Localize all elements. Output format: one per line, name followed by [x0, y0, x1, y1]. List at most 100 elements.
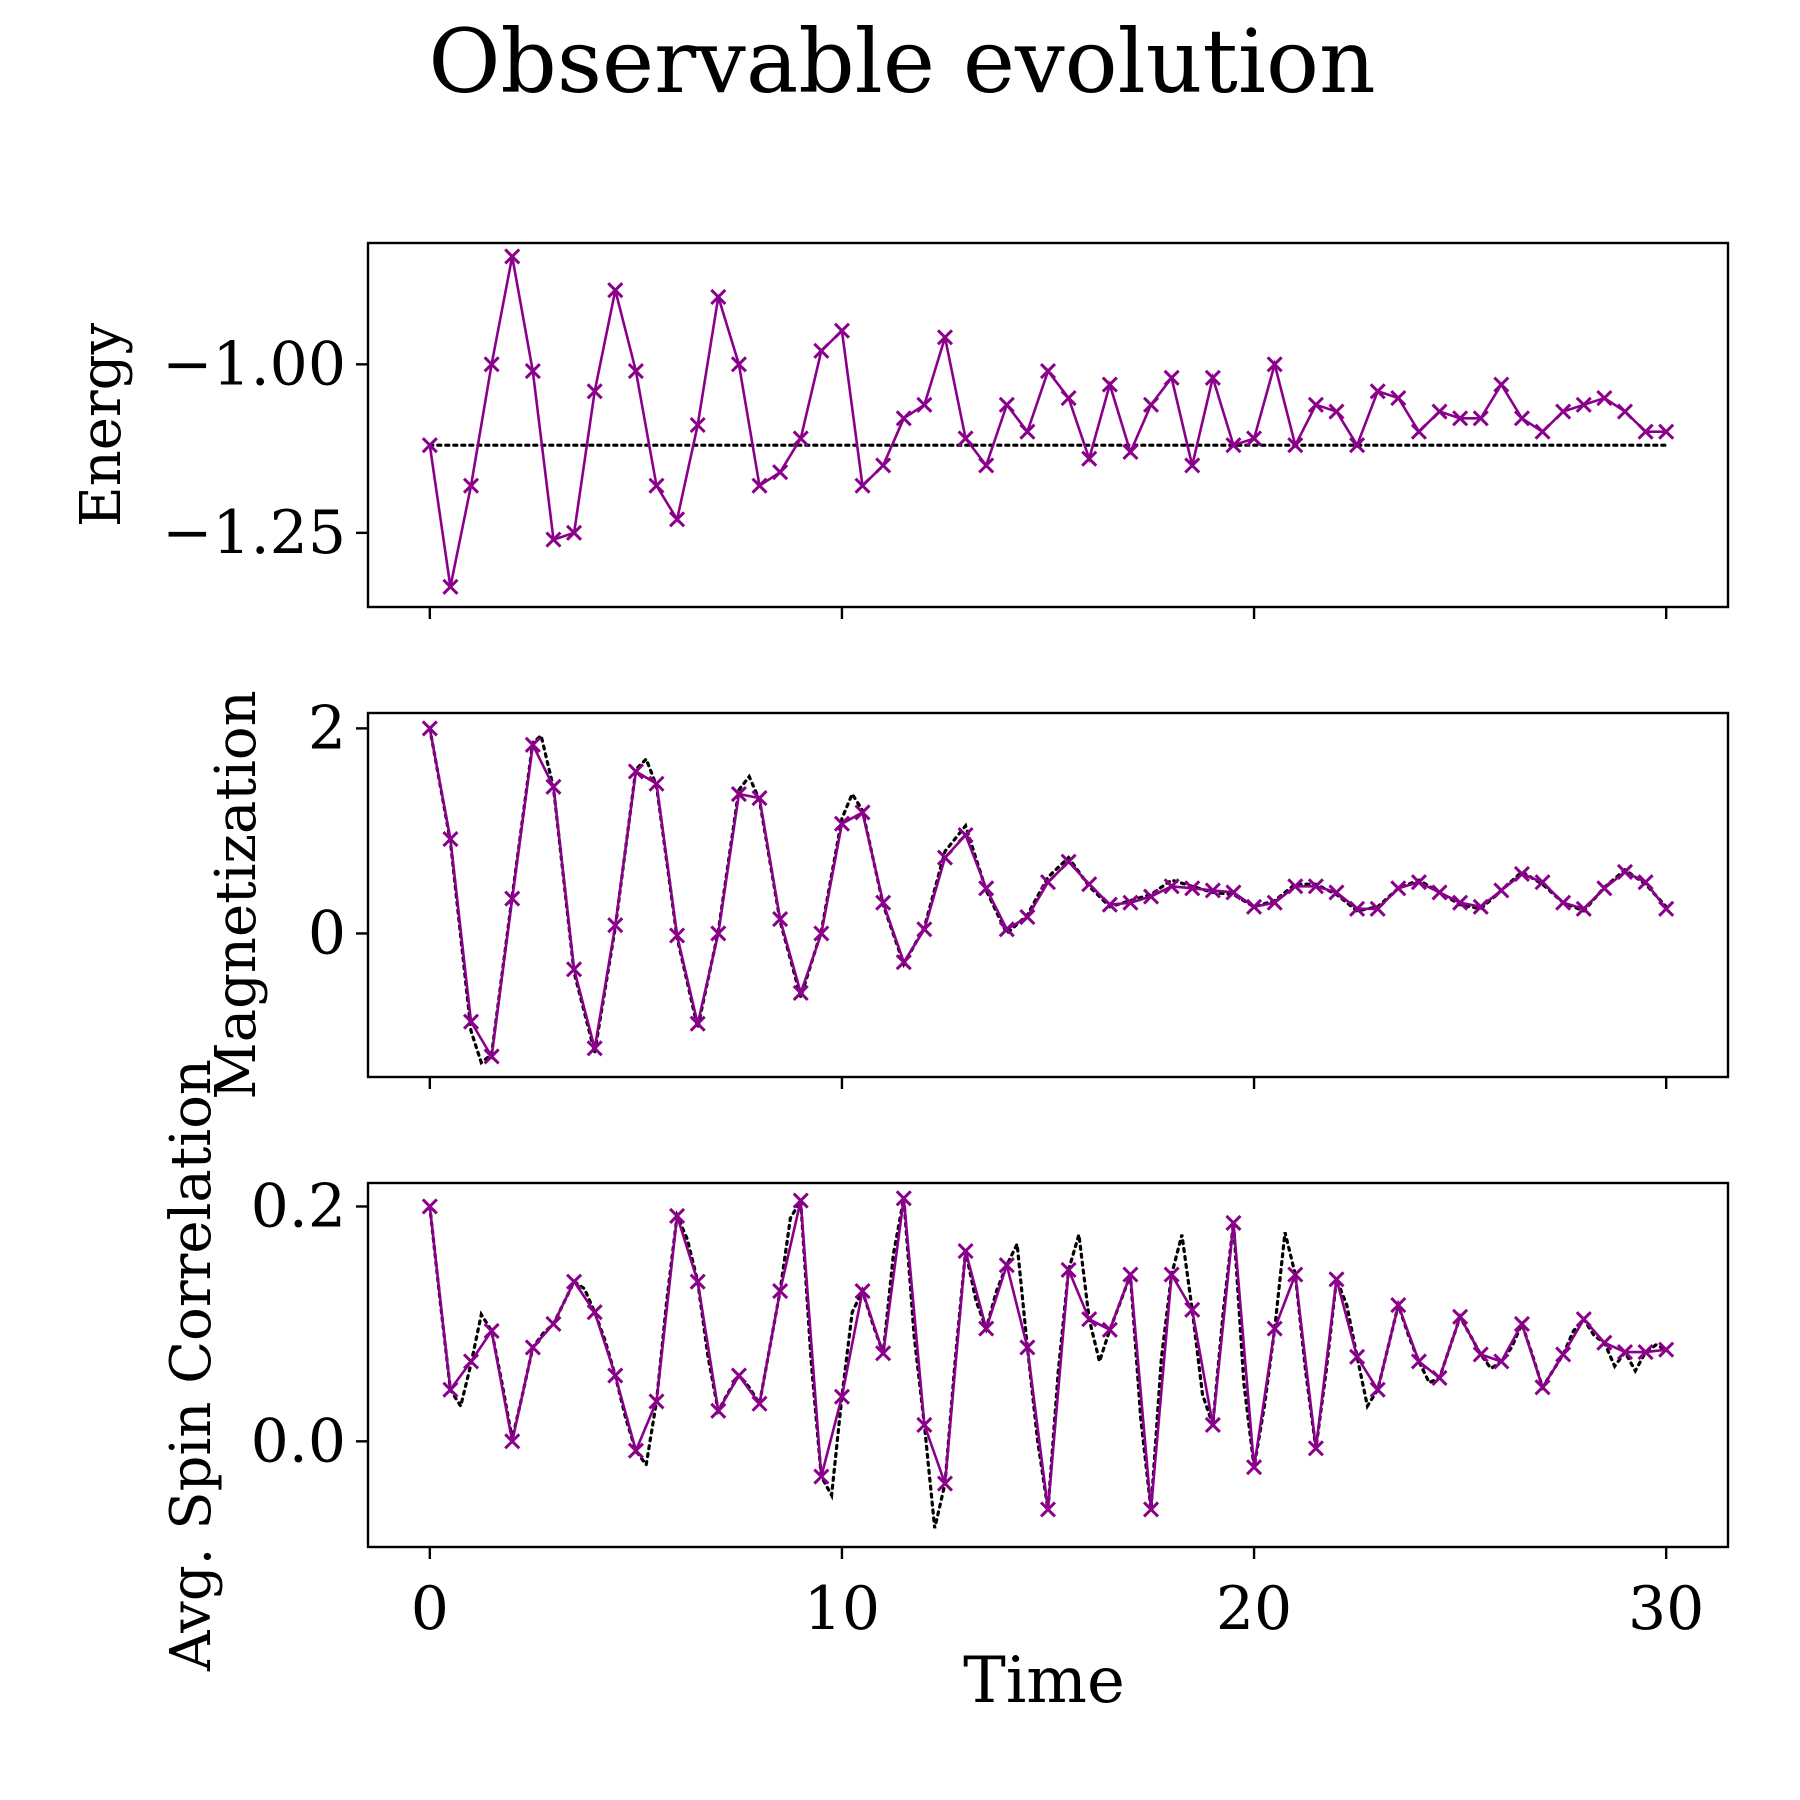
data-point [504, 1433, 521, 1450]
data-point [504, 890, 521, 907]
data-point [710, 288, 727, 305]
data-point [813, 342, 830, 359]
data-point [421, 1198, 438, 1215]
data-point [1225, 884, 1242, 901]
data-point [1513, 865, 1531, 883]
axes-frame [366, 241, 1730, 609]
data-point [504, 248, 521, 265]
data-point [916, 396, 933, 413]
data-point [689, 416, 706, 434]
data-point [1122, 443, 1139, 461]
data-point [648, 477, 665, 494]
data-point [483, 1322, 500, 1340]
data-point [1287, 1266, 1304, 1283]
y-tick-label: −1.25 [162, 498, 346, 568]
data-point [1555, 894, 1572, 911]
data-point [1472, 410, 1489, 427]
data-point [1410, 423, 1427, 440]
series-line-simulated [428, 256, 1667, 588]
y-axis-label: Magnetization [204, 690, 269, 1099]
panel-3-data [421, 1190, 1675, 1529]
data-point [483, 356, 500, 373]
data-point [1266, 1320, 1283, 1337]
y-tick-label: 0.2 [251, 1171, 346, 1241]
data-point [957, 1243, 974, 1260]
y-tick-label: 2 [308, 693, 346, 763]
data-point [1390, 1297, 1407, 1314]
x-tick-label: 0 [411, 1574, 449, 1644]
data-point [854, 804, 871, 821]
data-point [1122, 1266, 1139, 1283]
data-point [1390, 389, 1407, 407]
data-point [1019, 423, 1036, 440]
data-point [1060, 1261, 1077, 1278]
data-point [1204, 1416, 1221, 1433]
data-point [1637, 874, 1654, 891]
data-point [854, 1282, 871, 1300]
data-point [442, 578, 459, 595]
data-point [1081, 1311, 1098, 1328]
data-point [833, 322, 850, 339]
data-point [936, 1475, 954, 1492]
data-point [483, 1048, 500, 1065]
data-point [1452, 894, 1469, 911]
panel-2: 2 0 Magnetization [204, 690, 1730, 1100]
data-point [586, 383, 603, 400]
data-point [669, 927, 686, 944]
data-point [978, 880, 995, 897]
data-point [1163, 369, 1180, 386]
panel-1: −1.00 −1.25 Energy [69, 241, 1730, 619]
data-point [916, 1416, 933, 1433]
data-point [586, 1304, 603, 1321]
data-point [875, 1345, 892, 1362]
x-tick-label: 20 [1216, 1574, 1292, 1644]
data-point [1616, 1344, 1634, 1361]
data-point [998, 396, 1015, 413]
data-point [648, 775, 665, 792]
data-point [1039, 363, 1057, 380]
data-point [957, 826, 974, 844]
data-point [1184, 457, 1201, 474]
data-point [669, 511, 686, 528]
data-point [1534, 874, 1551, 891]
data-point [1307, 396, 1324, 413]
data-point [1039, 1501, 1057, 1518]
data-point [1493, 376, 1510, 393]
data-point [916, 921, 933, 938]
data-point [1513, 410, 1531, 427]
data-point [895, 954, 912, 971]
data-point [1101, 1321, 1118, 1338]
data-point [1493, 1353, 1510, 1370]
data-point [710, 1402, 727, 1419]
data-point [442, 831, 459, 848]
data-point [1369, 900, 1386, 917]
data-point [1658, 900, 1675, 917]
axes-frame [366, 1181, 1730, 1549]
data-point [607, 282, 624, 299]
data-point [792, 430, 809, 447]
data-point [1142, 888, 1160, 905]
data-point [627, 363, 644, 380]
data-point [1225, 1214, 1242, 1231]
data-point [1349, 900, 1366, 917]
data-point [1472, 898, 1489, 915]
data-point [1349, 1348, 1366, 1365]
data-point [998, 1257, 1015, 1274]
data-point [1163, 878, 1180, 895]
data-point [607, 1367, 624, 1384]
data-point [957, 430, 974, 447]
data-point [1575, 396, 1592, 413]
y-tick-label: 0.0 [251, 1406, 346, 1476]
data-point [1204, 882, 1221, 899]
data-point [895, 1190, 912, 1207]
panel-1-data [421, 248, 1675, 595]
data-point [751, 1395, 768, 1412]
data-point [1142, 1501, 1160, 1518]
data-point [1225, 437, 1242, 454]
data-point [978, 1320, 995, 1337]
data-point [627, 1442, 644, 1459]
data-point [1245, 430, 1263, 447]
data-point [1658, 423, 1675, 440]
data-point [792, 1192, 809, 1209]
